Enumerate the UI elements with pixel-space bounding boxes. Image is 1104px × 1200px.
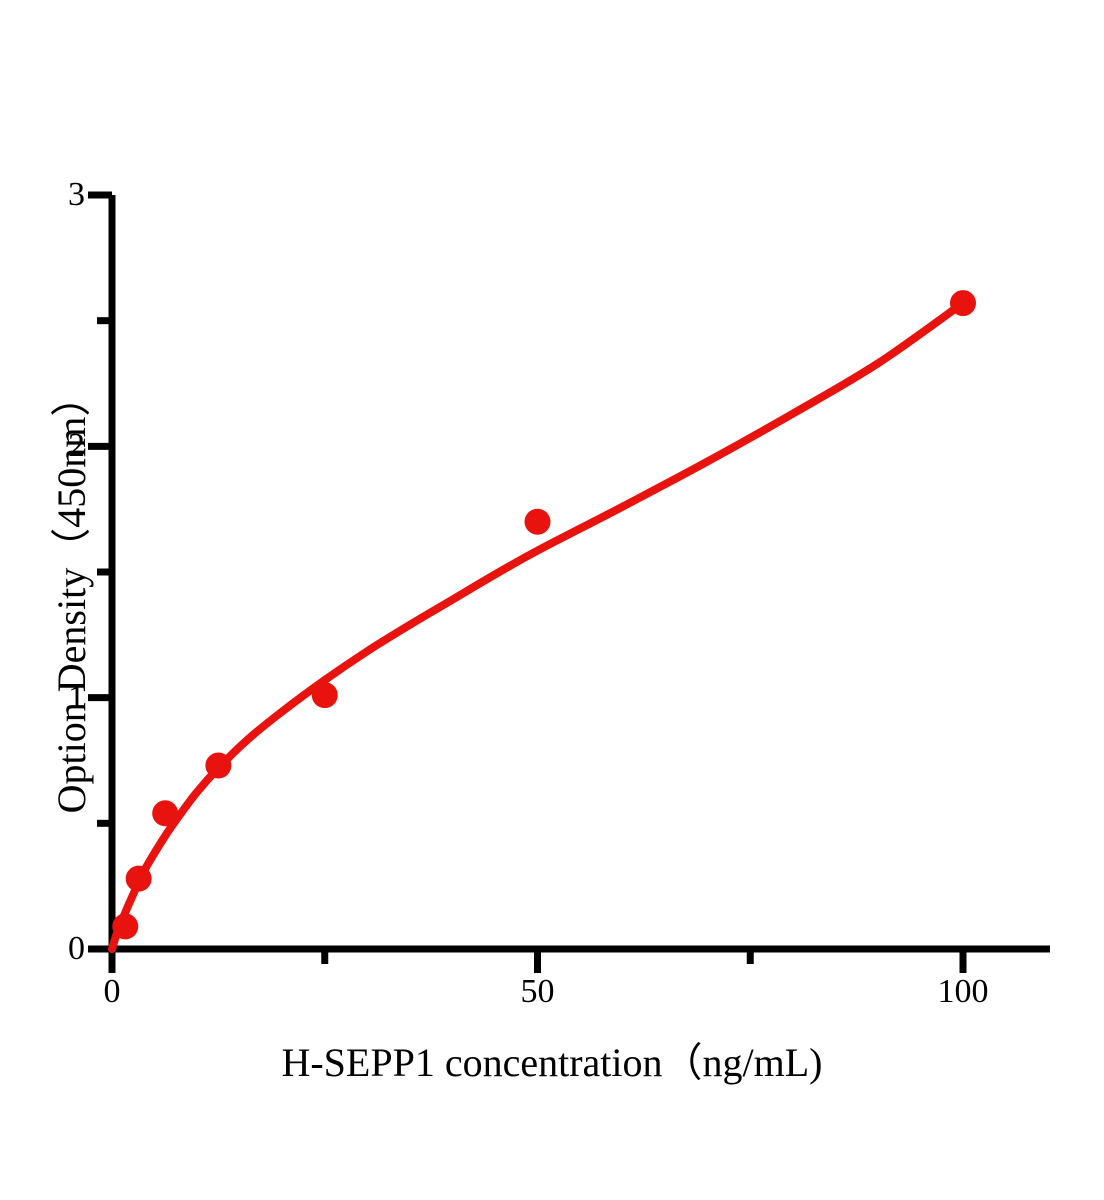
y-tick-label: 0 xyxy=(68,930,85,967)
x-tick-label: 0 xyxy=(103,973,121,1010)
axes xyxy=(108,195,1050,953)
y-axis-title: Option Density（450nm） xyxy=(49,376,94,814)
data-point-marker xyxy=(125,865,152,892)
data-points xyxy=(112,290,976,940)
y-tick-label: 3 xyxy=(68,176,85,213)
data-point-marker xyxy=(524,508,551,535)
data-point-marker xyxy=(152,800,179,827)
y-axis-ticks xyxy=(88,191,112,953)
x-axis-title: H-SEPP1 concentration（ng/mL) xyxy=(281,1040,823,1085)
fit-curve xyxy=(108,299,967,953)
x-tick-label: 100 xyxy=(937,973,989,1010)
data-point-marker xyxy=(311,682,338,709)
data-point-marker xyxy=(205,752,232,779)
y-tick-label: 2 xyxy=(68,427,85,465)
x-tick-label: 50 xyxy=(520,973,555,1010)
x-axis-ticks xyxy=(108,949,967,973)
data-point-marker xyxy=(112,913,139,940)
data-point-marker xyxy=(950,290,976,317)
y-tick-label: 1 xyxy=(68,678,85,716)
